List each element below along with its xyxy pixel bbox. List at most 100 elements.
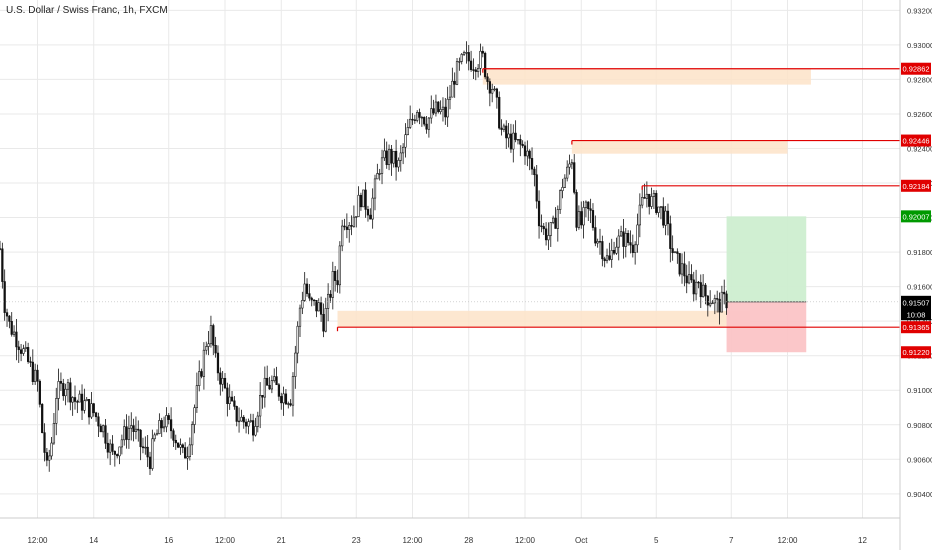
axis-labels: 0.928620.924460.921840.920070.915120.915… [901, 62, 931, 359]
candle-body [387, 148, 391, 166]
x-tick-label: 23 [352, 536, 361, 545]
candle-body [399, 152, 402, 161]
candle-body [425, 123, 428, 130]
candle-body [716, 298, 719, 300]
candle-body [308, 293, 311, 299]
chart-title: U.S. Dollar / Swiss Franc, 1h, FXCM [6, 5, 168, 16]
candle-body [315, 299, 318, 312]
candle-body [212, 325, 215, 346]
candle-body [198, 371, 201, 386]
candle-body [535, 174, 538, 202]
candle-body [3, 281, 6, 313]
candle-body [432, 108, 435, 114]
candle-body [291, 376, 295, 406]
price-axis[interactable]: 0.932000.930000.928000.926000.924000.922… [899, 0, 932, 550]
candle-body [711, 302, 714, 305]
candle-body [284, 393, 288, 405]
candle-body [390, 148, 393, 164]
candle-body [125, 426, 128, 440]
candle-body [169, 419, 173, 432]
candle-body [85, 399, 88, 402]
zone-box [571, 140, 788, 154]
candle-body [244, 421, 248, 427]
candle-body [502, 125, 506, 130]
candle-body [134, 428, 138, 432]
candle-body [575, 192, 578, 228]
candle-body [521, 143, 524, 147]
candle-body [34, 369, 37, 382]
candle-body [526, 150, 529, 157]
candle-body [76, 401, 79, 403]
candle-body [697, 281, 700, 284]
candle-body [479, 50, 482, 69]
candle-body [52, 423, 56, 444]
candle-body [615, 246, 618, 254]
candle-body [488, 81, 491, 94]
candle-body [29, 361, 32, 363]
candle-body [702, 284, 705, 298]
candle-body [619, 231, 623, 237]
y-tick-label: 0.92600 [907, 110, 932, 119]
time-axis[interactable]: 12:00 14 16 12:00 21 23 12:00 28 12:00 Oct 5 7 12:00… [0, 517, 900, 545]
candle-body [439, 109, 442, 113]
candle-body [591, 210, 595, 228]
candle-body [500, 127, 503, 130]
candle-body [624, 233, 627, 247]
candle-body [205, 346, 208, 351]
candle-body [474, 69, 477, 72]
y-tick-label: 0.93200 [907, 6, 932, 15]
candle-body [683, 263, 686, 277]
candle-body [162, 426, 166, 429]
candle-body [188, 444, 191, 457]
candle-body [303, 283, 306, 301]
candle-body [144, 446, 147, 449]
candle-body [568, 163, 571, 168]
y-tick-label: 0.90600 [907, 455, 932, 464]
candle-body [556, 209, 559, 229]
candle-body [549, 222, 552, 236]
candle-body [94, 412, 98, 418]
candle-body [200, 371, 203, 377]
candle-body [505, 125, 508, 139]
candle-body [392, 150, 395, 164]
candle-body [643, 197, 646, 199]
zone-box [482, 68, 811, 85]
price-badge-label: 0.91507 [902, 299, 929, 308]
candle-body [280, 396, 283, 404]
candle-body [357, 194, 360, 217]
candle-body [104, 425, 107, 444]
candle-body [174, 439, 177, 444]
candle-body [460, 54, 463, 62]
candle-body [498, 96, 501, 129]
candle-body [22, 348, 25, 354]
price-badge [901, 346, 931, 359]
candle-body [678, 253, 681, 275]
price-badge-label: 0.91220 [902, 348, 929, 357]
candle-body [92, 403, 95, 414]
candle-body [645, 193, 648, 199]
candle-body [709, 302, 712, 306]
candle-body [226, 387, 229, 404]
y-tick-label: 0.92400 [907, 144, 932, 153]
candle-body [41, 404, 44, 433]
candle-body [577, 211, 581, 228]
candle-body [312, 299, 316, 302]
candle-body [570, 162, 573, 165]
candle-body [242, 416, 245, 423]
candle-body [594, 227, 597, 244]
candle-body [725, 293, 728, 309]
candle-body [687, 274, 691, 284]
candle-body [491, 89, 494, 94]
candle-body [692, 279, 695, 295]
candle-body [350, 225, 353, 227]
candle-body [662, 206, 665, 226]
candle-body [467, 52, 470, 62]
candle-body [638, 204, 641, 226]
candle-body [544, 228, 548, 241]
x-tick-label: 28 [464, 536, 473, 545]
candle-body [352, 216, 356, 227]
candle-body [263, 377, 266, 398]
price-badge-label: 0.92184 [902, 182, 929, 191]
candle-body [507, 133, 510, 139]
